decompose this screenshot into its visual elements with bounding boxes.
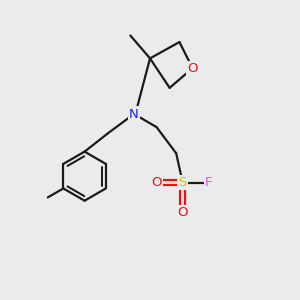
Text: O: O [187, 62, 198, 75]
Text: F: F [205, 176, 213, 189]
Text: O: O [178, 206, 188, 219]
Text: S: S [178, 176, 187, 189]
Text: N: N [129, 107, 139, 121]
Text: O: O [151, 176, 162, 189]
